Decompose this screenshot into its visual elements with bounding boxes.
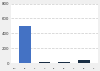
Bar bbox=[39, 62, 50, 63]
Bar bbox=[19, 26, 31, 63]
Bar bbox=[58, 62, 70, 63]
Bar bbox=[78, 60, 90, 63]
